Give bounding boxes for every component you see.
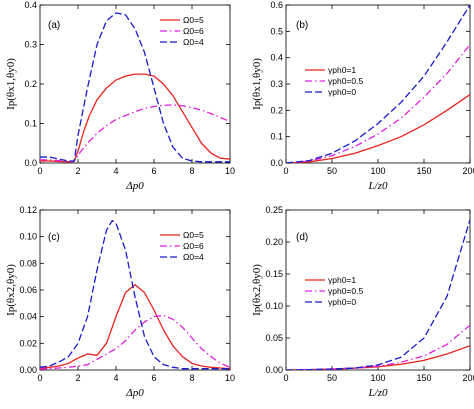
legend-entry: γph0=0 — [328, 297, 356, 307]
x-tick-label: 100 — [370, 373, 385, 383]
series-line-2 — [286, 5, 470, 163]
legend-entry: γph0=1 — [328, 65, 356, 75]
panel-label: (c) — [48, 232, 60, 243]
legend: Ω0=5Ω0=6Ω0=4 — [160, 15, 204, 47]
x-tick-label: 2 — [75, 373, 80, 383]
y-tick-label: 0.1 — [270, 132, 283, 142]
y-tick-label: 0.1 — [24, 119, 37, 129]
legend-entry: γph0=1 — [328, 275, 356, 285]
series-line-0 — [40, 284, 230, 370]
x-tick-label: 50 — [327, 166, 337, 176]
x-tick-label: 200 — [462, 373, 474, 383]
y-tick-label: 0.20 — [265, 237, 283, 247]
legend-entry: Ω0=4 — [183, 252, 204, 262]
panel-3: 0 50 100 150 200 0.00 0.05 0.10 0.15 0.20 0.25 L/z0… — [251, 205, 474, 399]
y-tick-label: 0.6 — [270, 0, 283, 10]
x-tick-label: 150 — [416, 166, 431, 176]
y-axis-label: Ip(θx2,θy0) — [251, 264, 263, 316]
x-tick-label: 50 — [327, 373, 337, 383]
y-tick-label: 0.4 — [24, 0, 37, 10]
y-tick-label: 0.3 — [24, 40, 37, 50]
y-axis-label: Ip(θx1,θy0) — [5, 58, 17, 110]
legend-entry: Ω0=4 — [183, 37, 204, 47]
x-tick-label: 10 — [225, 373, 235, 383]
y-tick-label: 0.3 — [270, 79, 283, 89]
x-tick-label: 10 — [225, 166, 235, 176]
y-axis-label: Ip(θx1,θy0) — [251, 58, 263, 110]
x-axis-label: L/z0 — [368, 180, 388, 192]
panel-label: (d) — [296, 232, 308, 243]
y-tick-label: 0.25 — [265, 205, 283, 215]
y-tick-label: 0.2 — [270, 105, 283, 115]
legend-entry: Ω0=6 — [183, 241, 204, 251]
series-line-1 — [40, 104, 230, 163]
legend-entry: Ω0=5 — [183, 15, 204, 25]
panel-1: 0 50 100 150 200 0.0 0.1 0.2 0.3 0.4 0.5 0.6 L/z0 Ip(… — [251, 0, 474, 192]
y-tick-label: 0.05 — [265, 333, 283, 343]
legend-entry: γph0=0 — [328, 87, 356, 97]
y-tick-label: 0.2 — [24, 79, 37, 89]
y-tick-label: 0.15 — [265, 269, 283, 279]
series-line-1 — [286, 44, 470, 163]
y-tick-label: 0.00 — [265, 365, 283, 375]
plot-frame — [285, 4, 471, 164]
x-tick-label: 4 — [113, 373, 118, 383]
panel-2: 0 2 4 6 8 10 0.00 0.02 0.04 0.06 0.08 0.10 0.12 Δp0 Ip… — [5, 205, 235, 399]
y-tick-label: 0.4 — [270, 53, 283, 63]
legend-entry: γph0=0.5 — [328, 286, 363, 296]
series-line-0 — [40, 73, 230, 163]
x-tick-label: 8 — [189, 373, 194, 383]
y-tick-label: 0.06 — [19, 285, 37, 295]
y-tick-label: 0.0 — [270, 158, 283, 168]
x-tick-label: 4 — [113, 166, 118, 176]
x-tick-label: 150 — [416, 373, 431, 383]
y-tick-label: 0.10 — [19, 232, 37, 242]
series-line-2 — [286, 219, 470, 370]
y-tick-label: 0.12 — [19, 205, 37, 215]
y-tick-label: 0.00 — [19, 365, 37, 375]
x-axis-label: Δp0 — [125, 387, 144, 399]
panel-label: (b) — [296, 20, 308, 31]
panel-label: (a) — [48, 20, 60, 31]
x-tick-label: 6 — [151, 373, 156, 383]
x-tick-label: 0 — [37, 373, 42, 383]
x-axis-label: L/z0 — [368, 387, 388, 399]
legend-entry: Ω0=5 — [183, 230, 204, 240]
x-tick-label: 6 — [151, 166, 156, 176]
x-tick-label: 0 — [37, 166, 42, 176]
legend-entry: γph0=0.5 — [328, 76, 363, 86]
y-tick-label: 0.5 — [270, 26, 283, 36]
series-line-1 — [40, 314, 230, 370]
y-tick-label: 0.10 — [265, 301, 283, 311]
x-tick-label: 200 — [462, 166, 474, 176]
series-line-0 — [286, 93, 470, 163]
x-axis-label: Δp0 — [125, 180, 144, 192]
x-tick-label: 0 — [283, 373, 288, 383]
series-line-2 — [40, 12, 230, 163]
y-tick-label: 0.08 — [19, 258, 37, 268]
x-tick-label: 100 — [370, 166, 385, 176]
x-tick-label: 0 — [283, 166, 288, 176]
x-tick-label: 2 — [75, 166, 80, 176]
panel-0: 0 2 4 6 8 10 0.0 0.1 0.2 0.3 0.4 Δp0 Ip(θx1,θy0) (a) Ω… — [5, 0, 235, 192]
series-line-2 — [40, 220, 230, 370]
y-tick-label: 0.04 — [19, 312, 37, 322]
y-tick-label: 0.02 — [19, 338, 37, 348]
legend-entry: Ω0=6 — [183, 26, 204, 36]
y-tick-label: 0.0 — [24, 158, 37, 168]
y-axis-label: Ip(θx2,θy0) — [5, 264, 17, 316]
legend: Ω0=5Ω0=6Ω0=4 — [160, 230, 204, 262]
series-line-1 — [286, 324, 470, 370]
x-tick-label: 8 — [189, 166, 194, 176]
